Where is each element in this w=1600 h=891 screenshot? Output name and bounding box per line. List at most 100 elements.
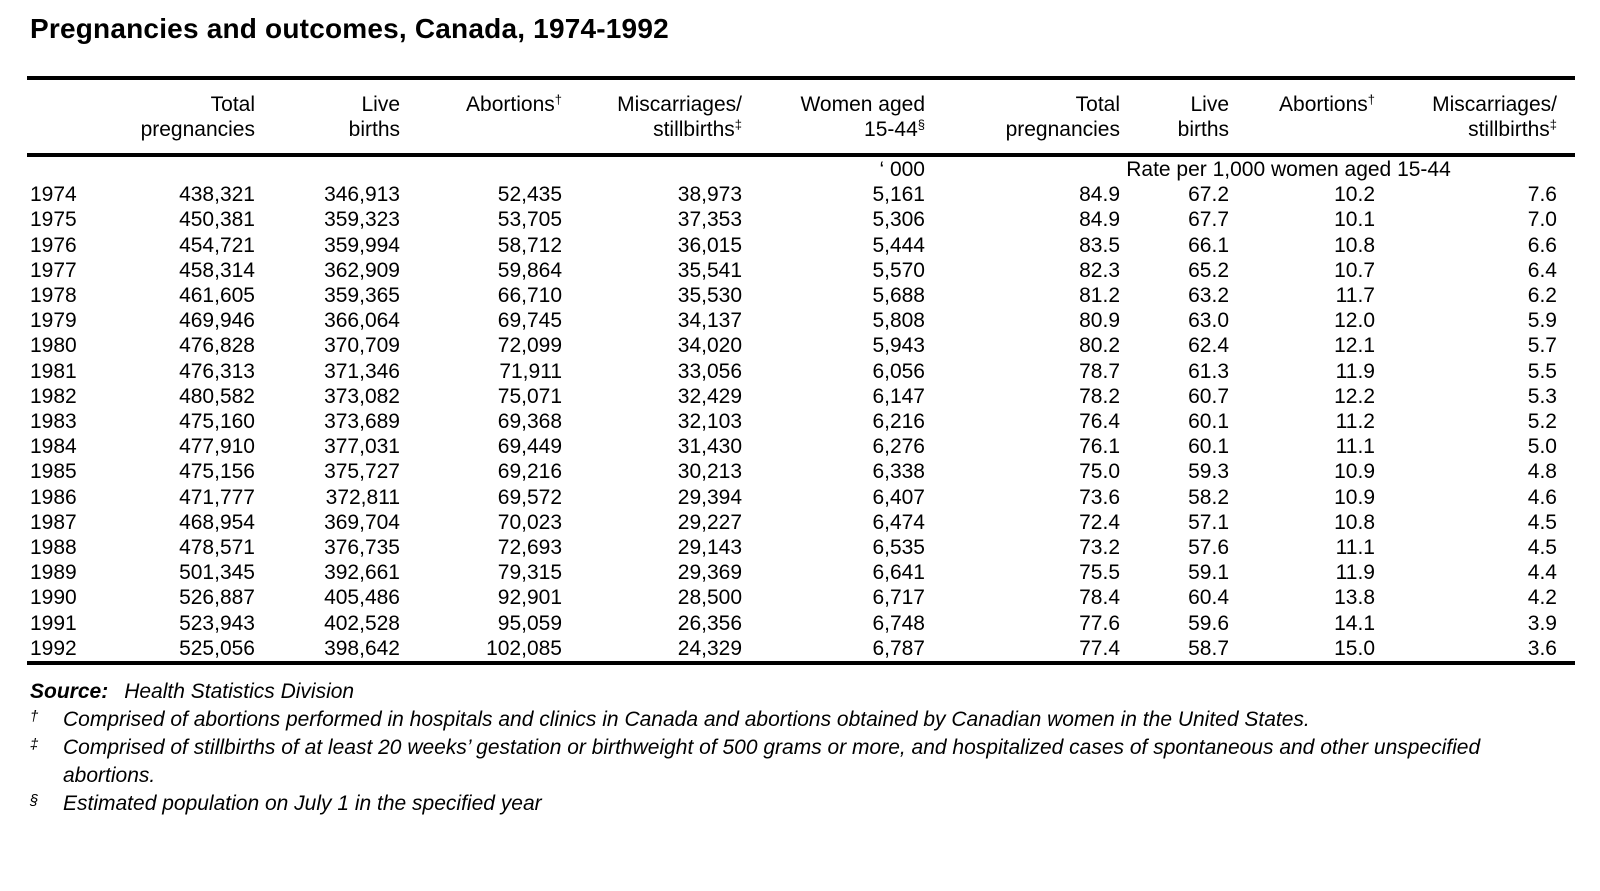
value-cell: 32,429 <box>677 384 742 408</box>
value-cell: 469,946 <box>179 309 255 333</box>
value-cell: 480,582 <box>179 384 255 408</box>
table-row: 1983 475,160 373,689 69,368 32,103 6,216 76.4 6… <box>27 409 1575 434</box>
year-cell: 1975 <box>30 208 77 232</box>
value-cell: 80.2 <box>1079 334 1120 358</box>
value-cell: 6,535 <box>872 536 925 560</box>
value-cell: 57.6 <box>1188 536 1229 560</box>
value-cell: 476,313 <box>179 359 255 383</box>
table-row: 1988 478,571 376,735 72,693 29,143 6,535 73.2 5… <box>27 535 1575 560</box>
value-cell: 5,444 <box>872 233 925 257</box>
value-cell: 475,156 <box>179 460 255 484</box>
value-cell: 11.1 <box>1335 536 1375 560</box>
value-cell: 10.9 <box>1334 485 1375 509</box>
column-header-rate-abortions: Abortions† <box>1229 78 1375 157</box>
value-cell: 11.2 <box>1335 410 1375 434</box>
value-cell: 12.0 <box>1334 309 1375 333</box>
value-cell: 6,641 <box>872 561 925 585</box>
value-cell: 369,704 <box>324 510 400 534</box>
year-cell: 1977 <box>30 258 77 282</box>
value-cell: 24,329 <box>677 636 742 660</box>
value-cell: 30,213 <box>677 460 742 484</box>
value-cell: 78.2 <box>1079 384 1120 408</box>
value-cell: 58,712 <box>497 233 562 257</box>
value-cell: 5.2 <box>1527 410 1557 434</box>
table-row: 1976 454,721 359,994 58,712 36,015 5,444 83.5 6… <box>27 233 1575 258</box>
value-cell: 454,721 <box>179 233 255 257</box>
footnote-text: Comprised of stillbirths of at least 20 … <box>63 736 1481 788</box>
value-cell: 362,909 <box>324 258 400 282</box>
value-cell: 402,528 <box>324 611 400 635</box>
value-cell: 10.8 <box>1334 233 1375 257</box>
value-cell: 37,353 <box>677 208 742 232</box>
value-cell: 14.1 <box>1334 611 1375 635</box>
value-cell: 66,710 <box>497 284 562 308</box>
value-cell: 450,381 <box>179 208 255 232</box>
value-cell: 372,811 <box>325 485 400 509</box>
value-cell: 6.6 <box>1527 233 1557 257</box>
table-row: 1974 438,321 346,913 52,435 38,973 5,161 84.9 6… <box>27 182 1575 207</box>
value-cell: 28,500 <box>677 586 742 610</box>
value-cell: 373,689 <box>324 410 400 434</box>
value-cell: 57.1 <box>1188 510 1229 534</box>
value-cell: 84.9 <box>1079 208 1120 232</box>
value-cell: 59,864 <box>497 258 562 282</box>
value-cell: 5.9 <box>1527 309 1557 333</box>
column-header-abortions: Abortions† <box>400 78 562 157</box>
value-cell: 29,369 <box>677 561 742 585</box>
value-cell: 4.2 <box>1527 586 1557 610</box>
value-cell: 405,486 <box>324 586 400 610</box>
value-cell: 59.1 <box>1188 561 1229 585</box>
value-cell: 77.4 <box>1079 636 1120 660</box>
table-row: 1992 525,056 398,642 102,085 24,329 6,787 77.4… <box>27 636 1575 663</box>
value-cell: 59.6 <box>1188 611 1229 635</box>
value-cell: 75.5 <box>1079 561 1120 585</box>
value-cell: 32,103 <box>677 410 742 434</box>
value-cell: 67.2 <box>1188 183 1229 207</box>
value-cell: 59.3 <box>1188 460 1229 484</box>
table-row: 1991 523,943 402,528 95,059 26,356 6,748 77.6 5… <box>27 611 1575 636</box>
value-cell: 73.6 <box>1079 485 1120 509</box>
value-cell: 77.6 <box>1079 611 1120 635</box>
value-cell: 4.8 <box>1527 460 1557 484</box>
year-cell: 1986 <box>30 485 77 509</box>
value-cell: 84.9 <box>1079 183 1120 207</box>
women-thousands-unit-label: ‘ 000 <box>879 158 925 181</box>
value-cell: 72.4 <box>1079 510 1120 534</box>
value-cell: 5,570 <box>872 258 925 282</box>
year-cell: 1984 <box>30 435 77 459</box>
value-cell: 80.9 <box>1079 309 1120 333</box>
value-cell: 58.2 <box>1188 485 1229 509</box>
value-cell: 11.7 <box>1335 284 1375 308</box>
value-cell: 392,661 <box>324 561 400 585</box>
value-cell: 79,315 <box>497 561 562 585</box>
value-cell: 523,943 <box>179 611 255 635</box>
value-cell: 10.8 <box>1334 510 1375 534</box>
year-cell: 1991 <box>30 611 77 635</box>
year-cell: 1985 <box>30 460 77 484</box>
value-cell: 69,368 <box>497 410 562 434</box>
table-row: 1975 450,381 359,323 53,705 37,353 5,306 84.9 6… <box>27 207 1575 232</box>
table-row: 1982 480,582 373,082 75,071 32,429 6,147 78.2 6… <box>27 384 1575 409</box>
dagger-icon: † <box>1367 92 1375 107</box>
value-cell: 60.1 <box>1188 410 1229 434</box>
year-cell: 1983 <box>30 410 77 434</box>
year-cell: 1980 <box>30 334 77 358</box>
value-cell: 69,216 <box>497 460 562 484</box>
value-cell: 6,276 <box>872 435 925 459</box>
value-cell: 7.0 <box>1527 208 1557 232</box>
value-cell: 81.2 <box>1079 284 1120 308</box>
value-cell: 34,020 <box>677 334 742 358</box>
value-cell: 53,705 <box>497 208 562 232</box>
value-cell: 65.2 <box>1188 258 1229 282</box>
value-cell: 82.3 <box>1079 258 1120 282</box>
value-cell: 5.5 <box>1527 359 1557 383</box>
value-cell: 72,099 <box>497 334 562 358</box>
value-cell: 10.1 <box>1334 208 1375 232</box>
value-cell: 6,338 <box>872 460 925 484</box>
year-cell: 1978 <box>30 284 77 308</box>
value-cell: 346,913 <box>324 183 400 207</box>
value-cell: 72,693 <box>497 536 562 560</box>
column-header-row: Total pregnancies Live births Abortions†… <box>27 78 1575 157</box>
value-cell: 60.7 <box>1188 384 1229 408</box>
